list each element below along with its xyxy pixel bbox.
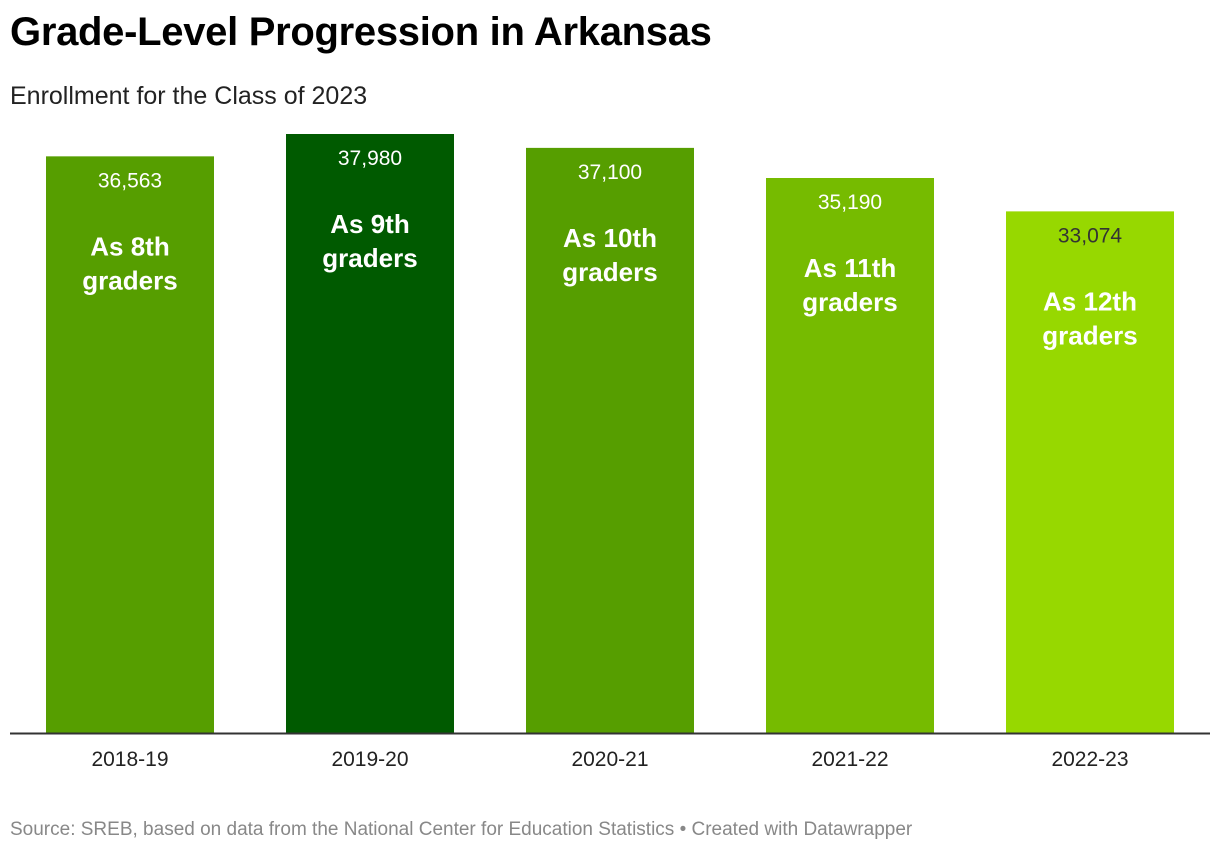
x-tick-label: 2021-22 [811, 748, 888, 771]
bar-annotation: graders [1042, 320, 1137, 350]
bar-annotation: As 8th [90, 231, 169, 261]
bar-annotation: graders [322, 243, 417, 273]
source-note: Source: SREB, based on data from the Nat… [10, 819, 913, 840]
bar-2020-21 [526, 147, 694, 733]
bar-2022-23 [1006, 211, 1174, 734]
bar-annotation: graders [802, 287, 897, 317]
bar-annotation: graders [82, 265, 177, 295]
bar-2021-22 [766, 178, 934, 733]
value-label: 37,980 [338, 147, 402, 170]
bar-annotation: As 11th [804, 253, 897, 283]
value-label: 36,563 [98, 169, 162, 192]
value-label: 37,100 [578, 161, 642, 184]
x-tick-label: 2018-19 [91, 748, 168, 771]
value-label: 35,190 [818, 191, 882, 214]
bar-annotation: As 9th [330, 209, 409, 239]
x-tick-label: 2019-20 [331, 748, 408, 771]
bar-annotation: graders [562, 257, 657, 287]
value-label: 33,074 [1058, 224, 1123, 247]
chart-title: Grade-Level Progression in Arkansas [10, 10, 712, 54]
bar-2019-20 [286, 134, 454, 733]
x-tick-label: 2022-23 [1051, 748, 1128, 771]
chart-subtitle: Enrollment for the Class of 2023 [10, 82, 368, 110]
x-tick-label: 2020-21 [571, 748, 648, 771]
bar-annotation: As 10th [563, 223, 657, 253]
bar-annotation: As 12th [1043, 286, 1137, 316]
bar-2018-19 [46, 156, 214, 734]
